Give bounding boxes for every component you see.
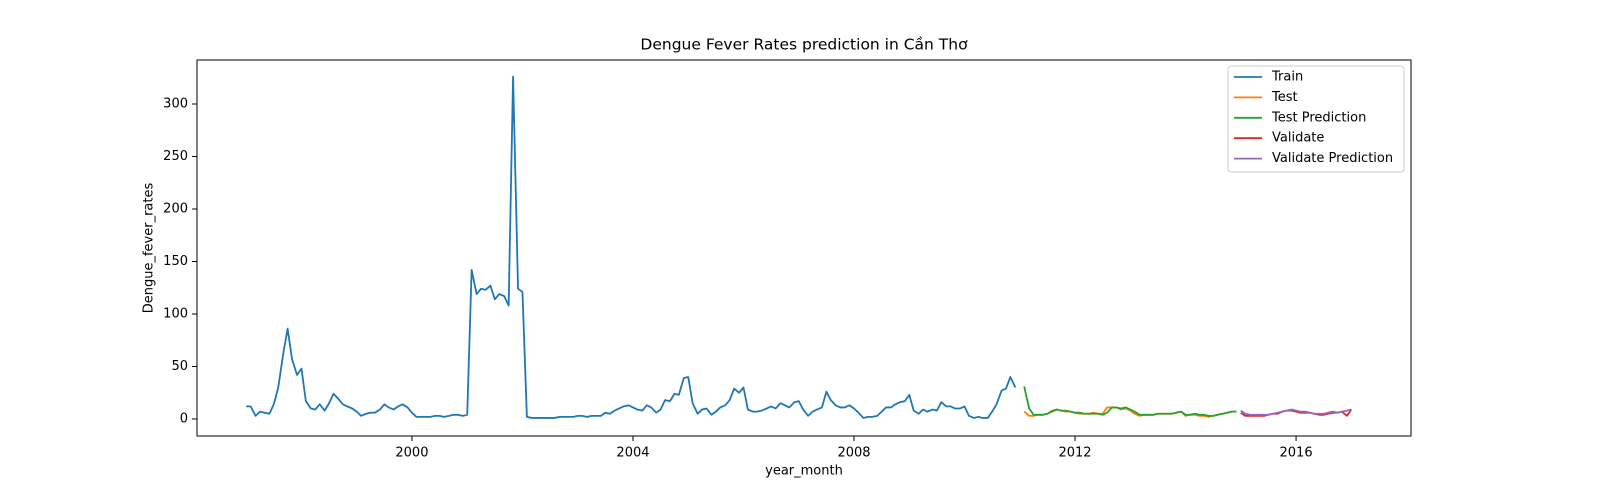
chart-title: Dengue Fever Rates prediction in Cần Thơ — [640, 36, 968, 54]
legend-label: Train — [1271, 70, 1303, 85]
x-tick-label: 2000 — [395, 446, 428, 461]
legend-label: Test Prediction — [1271, 110, 1366, 125]
y-tick-label: 150 — [163, 254, 188, 269]
legend-label: Validate — [1272, 131, 1324, 146]
y-tick-label: 100 — [163, 306, 188, 321]
y-tick-label: 50 — [171, 359, 188, 374]
x-tick-label: 2012 — [1058, 446, 1091, 461]
y-axis-label: Dengue_fever_rates — [142, 183, 157, 314]
y-tick-label: 200 — [163, 201, 188, 216]
series-line — [1023, 386, 1237, 417]
x-axis-label: year_month — [765, 464, 843, 479]
y-tick-label: 250 — [163, 149, 188, 164]
series-line — [246, 75, 1017, 419]
y-tick-label: 0 — [180, 411, 188, 426]
x-tick-label: 2016 — [1280, 446, 1313, 461]
series-line — [1240, 408, 1352, 416]
x-tick-label: 2008 — [837, 446, 870, 461]
plot-frame — [196, 59, 1412, 437]
legend-label: Test — [1271, 90, 1298, 105]
x-tick-label: 2004 — [616, 446, 649, 461]
legend-label: Validate Prediction — [1272, 151, 1393, 166]
y-tick-label: 300 — [163, 96, 188, 111]
legend-box — [1227, 65, 1405, 173]
series-line — [1240, 409, 1353, 417]
